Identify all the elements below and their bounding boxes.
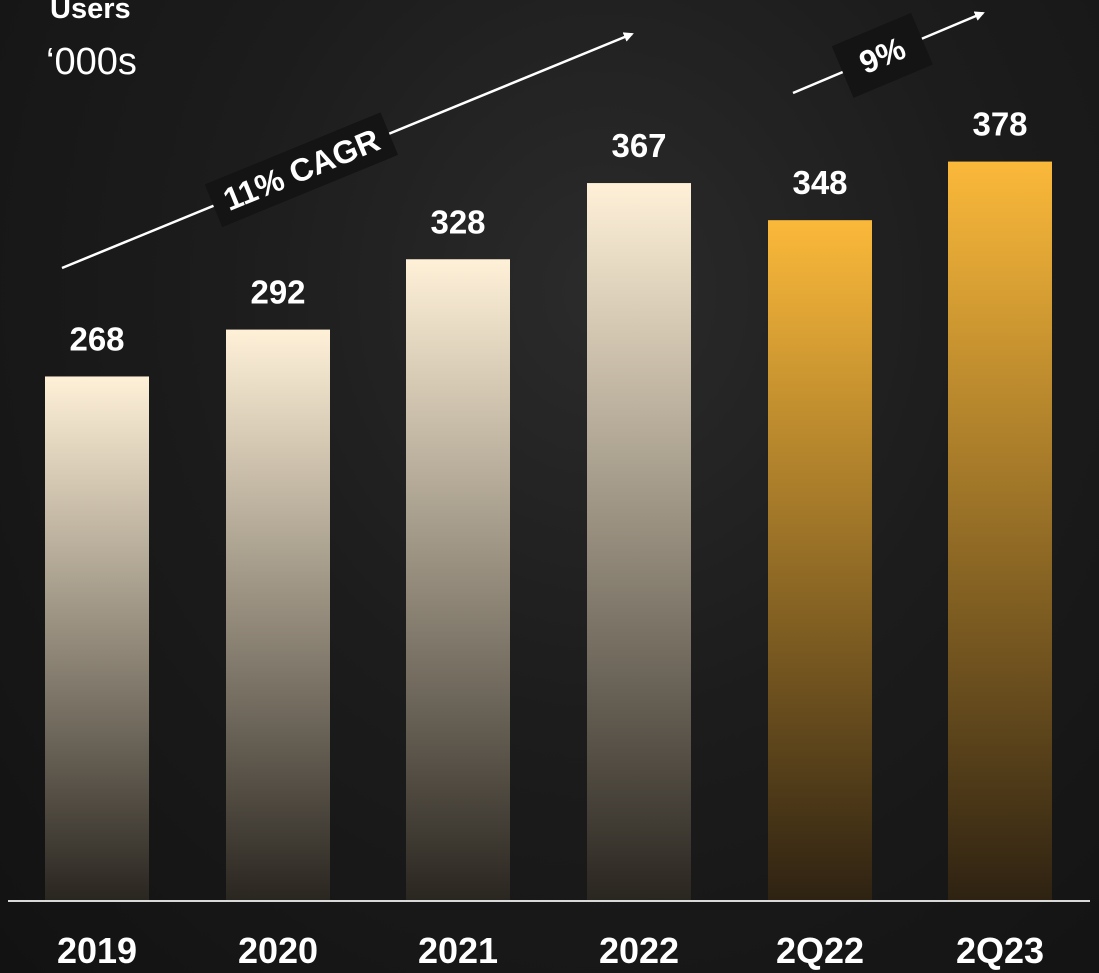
bar-2q22 (768, 220, 872, 900)
chart-title: Users (50, 0, 131, 25)
x-tick-labels: 2019 2020 2021 2022 2Q22 2Q23 (57, 930, 1044, 971)
value-label-2022: 367 (611, 127, 666, 164)
value-label-2q23: 378 (972, 106, 1027, 143)
annotation-label-group-1: 11% CAGR (204, 112, 399, 228)
value-label-2020: 292 (250, 274, 305, 311)
value-label-2021: 328 (430, 203, 485, 240)
x-tick-label-2019: 2019 (57, 930, 137, 971)
value-label-2019: 268 (69, 320, 124, 357)
x-tick-label-2020: 2020 (238, 930, 318, 971)
bar-2019 (45, 376, 149, 900)
bar-2021 (406, 259, 510, 900)
x-tick-label-2q22: 2Q22 (776, 930, 864, 971)
annotation-box-2 (831, 12, 933, 98)
x-tick-label-2q23: 2Q23 (956, 930, 1044, 971)
value-labels-layer: 268 292 328 367 348 378 (69, 106, 1027, 358)
chart-subtitle-unit: ‘000s (46, 41, 137, 83)
bar-2022 (587, 183, 691, 901)
annotation-box-1 (204, 112, 399, 228)
value-label-2q22: 348 (792, 164, 847, 201)
bar-2q23 (948, 161, 1052, 900)
x-tick-label-2022: 2022 (599, 930, 679, 971)
bar-2020 (226, 329, 330, 900)
bars-layer (45, 161, 1052, 901)
x-tick-label-2021: 2021 (418, 930, 498, 971)
annotation-label-group-2: 9% (831, 12, 933, 98)
